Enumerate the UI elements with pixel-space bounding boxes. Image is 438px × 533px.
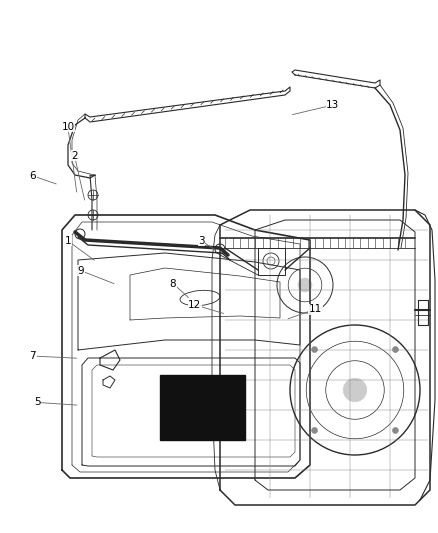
Text: 1: 1 xyxy=(64,236,71,246)
Text: 12: 12 xyxy=(188,300,201,310)
Text: 11: 11 xyxy=(309,304,322,314)
Text: 7: 7 xyxy=(29,351,36,361)
Text: 10: 10 xyxy=(61,122,74,132)
Circle shape xyxy=(311,427,318,433)
Text: 3: 3 xyxy=(198,236,205,246)
Text: 9: 9 xyxy=(78,266,85,276)
Text: 8: 8 xyxy=(170,279,177,288)
Circle shape xyxy=(392,427,399,433)
Text: 13: 13 xyxy=(326,100,339,110)
Text: 5: 5 xyxy=(34,398,41,407)
Circle shape xyxy=(298,278,312,292)
Circle shape xyxy=(343,378,367,402)
Text: 6: 6 xyxy=(29,171,36,181)
Polygon shape xyxy=(160,375,245,440)
Circle shape xyxy=(311,346,318,352)
Text: 2: 2 xyxy=(71,151,78,160)
Circle shape xyxy=(392,346,399,352)
